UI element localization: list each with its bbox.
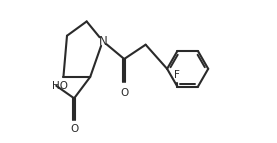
Text: O: O <box>70 124 78 134</box>
Text: F: F <box>175 70 180 80</box>
Text: N: N <box>98 35 107 48</box>
Text: HO: HO <box>52 81 68 91</box>
Text: O: O <box>120 88 128 98</box>
